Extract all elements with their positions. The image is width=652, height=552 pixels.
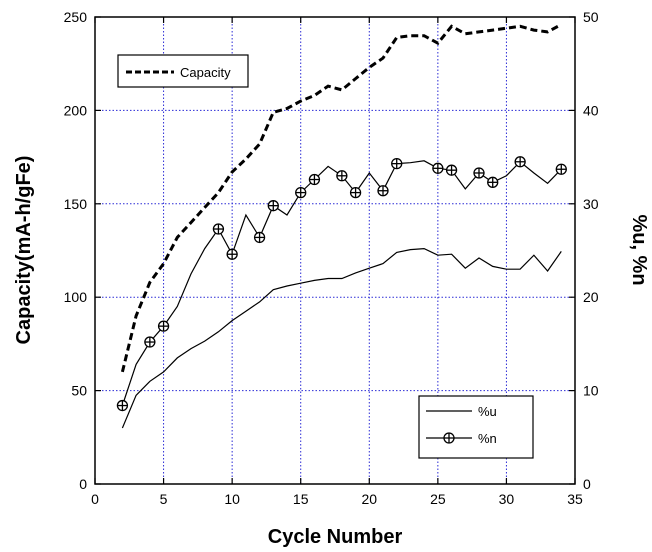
series-line-capacity <box>120 23 563 373</box>
legend-box <box>418 395 534 459</box>
legend-marker-n <box>443 432 455 444</box>
data-point-n <box>212 223 225 235</box>
data-point-n <box>308 173 321 186</box>
series-line-u <box>121 247 562 429</box>
data-point-n <box>253 231 266 244</box>
data-point-n <box>514 156 526 168</box>
legend-label-u: %u <box>478 404 497 419</box>
y-right-tick-label: 30 <box>583 196 599 212</box>
y-left-tick-label: 100 <box>64 289 88 305</box>
x-tick-label: 25 <box>430 491 446 507</box>
data-point-n <box>391 157 403 170</box>
x-tick-label: 15 <box>293 491 309 507</box>
data-point-n <box>445 164 458 176</box>
y-right-tick-label: 0 <box>583 476 591 492</box>
y-axis-right-title: %u, %n <box>628 214 650 285</box>
x-tick-label: 20 <box>361 491 377 507</box>
data-point-n <box>295 186 307 199</box>
data-point-n <box>144 336 156 348</box>
series-line-n <box>121 160 562 406</box>
x-tick-label: 0 <box>91 491 99 507</box>
y-right-tick-label: 40 <box>583 102 599 118</box>
x-tick-label: 30 <box>499 491 515 507</box>
x-tick-label: 35 <box>567 491 583 507</box>
y-left-tick-label: 0 <box>79 476 87 492</box>
y-left-tick-label: 150 <box>64 196 88 212</box>
data-point-n <box>487 176 499 188</box>
series-group <box>116 23 567 429</box>
data-point-n <box>267 200 279 212</box>
x-tick-label: 10 <box>224 491 240 507</box>
data-point-n <box>473 167 485 179</box>
legend-percent: %u %n <box>418 395 534 459</box>
data-point-n <box>377 185 389 197</box>
x-tick-label: 5 <box>160 491 168 507</box>
data-point-n <box>349 186 362 199</box>
legend-label-capacity: Capacity <box>180 65 231 80</box>
legend-capacity: Capacity <box>117 54 249 88</box>
data-point-n <box>116 399 129 412</box>
plot-border <box>94 16 576 485</box>
y-left-tick-label: 50 <box>71 383 87 399</box>
data-point-n <box>432 162 444 174</box>
data-point-n <box>226 248 238 260</box>
data-point-n <box>336 170 348 182</box>
y-right-tick-label: 10 <box>583 383 599 399</box>
y-left-tick-label: 200 <box>64 102 88 118</box>
y-axis-left-title: Capacity(mA-h/gFe) <box>13 156 35 345</box>
plot-frame <box>94 16 576 485</box>
legend-label-n: %n <box>478 431 497 446</box>
y-right-tick-label: 20 <box>583 289 599 305</box>
y-right-tick-label: 50 <box>583 9 599 25</box>
y-left-tick-label: 250 <box>64 9 88 25</box>
legends: Capacity %u %n <box>117 54 534 459</box>
data-point-n <box>157 320 170 332</box>
x-axis-title: Cycle Number <box>268 526 403 547</box>
data-point-n <box>555 163 567 175</box>
